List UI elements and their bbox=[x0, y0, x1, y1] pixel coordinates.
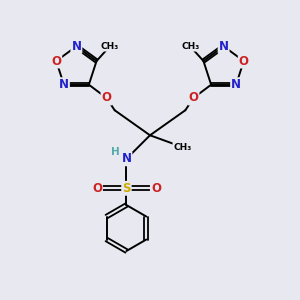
Text: O: O bbox=[239, 55, 249, 68]
Text: N: N bbox=[59, 78, 69, 91]
Text: H: H bbox=[111, 147, 120, 158]
Text: O: O bbox=[51, 55, 61, 68]
Text: O: O bbox=[151, 182, 161, 195]
Text: O: O bbox=[188, 92, 199, 104]
Text: N: N bbox=[122, 152, 131, 165]
Text: O: O bbox=[92, 182, 102, 195]
Text: O: O bbox=[101, 92, 112, 104]
Text: S: S bbox=[122, 182, 131, 195]
Text: N: N bbox=[231, 78, 241, 91]
Text: CH₃: CH₃ bbox=[101, 42, 119, 51]
Text: CH₃: CH₃ bbox=[181, 42, 199, 51]
Text: CH₃: CH₃ bbox=[173, 142, 191, 152]
Text: N: N bbox=[71, 40, 81, 53]
Text: N: N bbox=[219, 40, 229, 53]
